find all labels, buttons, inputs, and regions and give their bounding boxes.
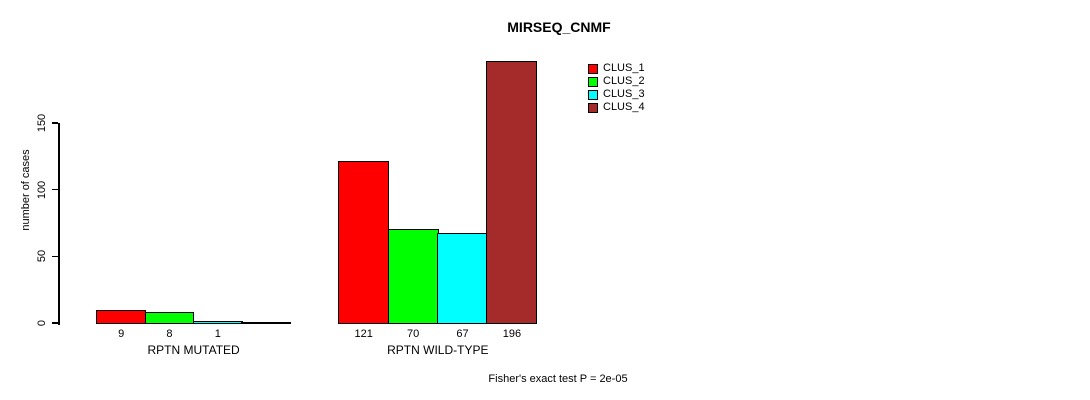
bar-value-label: 196 [502,328,522,340]
y-axis-tick-label: 0 [36,319,48,327]
bar-value-label: 9 [118,328,125,340]
bar-clus_3 [192,320,243,324]
legend-item-label: CLUS_1 [603,62,645,74]
bar-value-label: 1 [214,328,221,340]
bar-value-label: 8 [166,328,173,340]
bar-value-label: 70 [406,328,420,340]
bar-clus_1 [338,160,390,324]
y-axis-tick [52,122,58,124]
legend-item: CLUS_2 [588,75,645,88]
bar-clus_2 [387,228,439,324]
legend-item-label: CLUS_3 [603,88,645,100]
bar-clus_4 [241,322,291,324]
bar-clus_1 [96,310,147,324]
y-axis-line [58,123,60,325]
y-axis-tick-label: 100 [36,180,48,199]
legend-item-label: CLUS_2 [603,75,645,87]
legend-color-swatch [588,63,598,74]
bar-clus_3 [437,232,488,324]
legend-item: CLUS_4 [588,101,645,114]
y-axis-tick [52,255,58,258]
bar-value-label: 67 [456,328,469,340]
y-axis-tick-label: 150 [36,113,48,133]
legend: CLUS_1 CLUS_2 CLUS_3 CLUS_4 [588,62,645,114]
legend-item: CLUS_1 [588,62,645,75]
y-axis-tick [52,188,58,191]
legend-item: CLUS_3 [588,88,645,101]
legend-color-swatch [588,102,598,113]
legend-color-swatch [588,76,598,87]
bar-clus_2 [144,311,195,324]
y-axis-tick [52,322,58,324]
annotation-text: Fisher's exact test P = 2e-05 [488,373,628,385]
bar-value-label: 121 [354,328,373,340]
y-axis-tick-label: 50 [36,250,48,263]
legend-item-label: CLUS_4 [603,101,645,113]
chart-title: MIRSEQ_CNMF [507,19,611,35]
bar-clus_4 [486,60,538,324]
x-group-label: RPTN WILD-TYPE [387,343,489,357]
x-group-label: RPTN MUTATED [147,343,240,357]
legend-color-swatch [588,89,598,100]
